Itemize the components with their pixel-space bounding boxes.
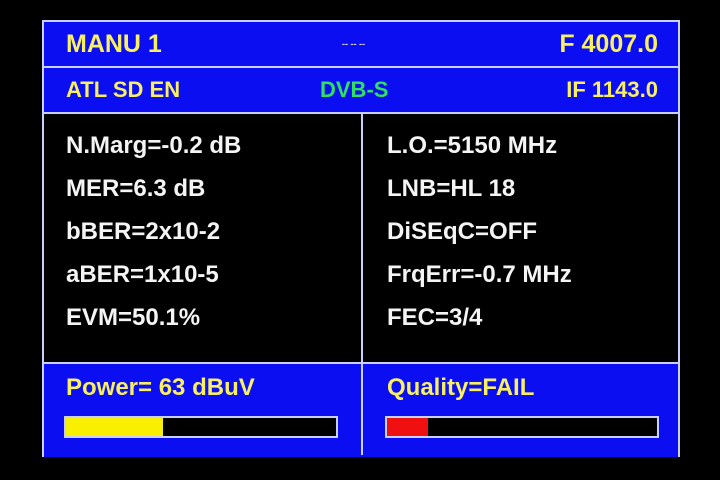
lo: L.O.=5150 MHz — [387, 132, 558, 159]
fec: FEC=3/4 — [387, 304, 483, 331]
if-label: IF 1143.0 — [566, 77, 658, 102]
power-bar — [64, 416, 338, 438]
divider — [361, 114, 363, 455]
header-row: MANU 1 -- -- -- F 4007.0 — [44, 22, 678, 68]
quality-bar-fill — [387, 418, 428, 436]
left-params: N.Marg=-0.2 dB MER=6.3 dB bBER=2x10-2 aB… — [66, 124, 241, 339]
standard-label: DVB-S — [320, 77, 389, 102]
lnb: LNB=HL 18 — [387, 175, 516, 202]
frequency-label: F 4007.0 — [559, 30, 658, 58]
noise-margin: N.Marg=-0.2 dB — [66, 132, 242, 159]
subheader-row: ATL SD EN DVB-S IF 1143.0 — [44, 68, 678, 114]
center-indicator: -- -- -- — [342, 39, 365, 49]
bber: bBER=2x10-2 — [66, 218, 221, 245]
power-label: Power= 63 dBuV — [66, 374, 255, 401]
mode-label: MANU 1 — [66, 30, 162, 58]
right-params: L.O.=5150 MHz LNB=HL 18 DiSEqC=OFF FrqEr… — [387, 124, 572, 339]
channel-label: ATL SD EN — [66, 77, 181, 102]
quality-label: Quality=FAIL — [387, 374, 535, 401]
mer: MER=6.3 dB — [66, 175, 206, 202]
meter-panel: MANU 1 -- -- -- F 4007.0 ATL SD EN DVB-S… — [42, 20, 680, 457]
evm: EVM=50.1% — [66, 304, 201, 331]
diseqc: DiSEqC=OFF — [387, 218, 538, 245]
aber: aBER=1x10-5 — [66, 261, 219, 288]
power-bar-fill — [66, 418, 164, 436]
freq-error: FrqErr=-0.7 MHz — [387, 261, 572, 288]
quality-bar — [385, 416, 659, 438]
